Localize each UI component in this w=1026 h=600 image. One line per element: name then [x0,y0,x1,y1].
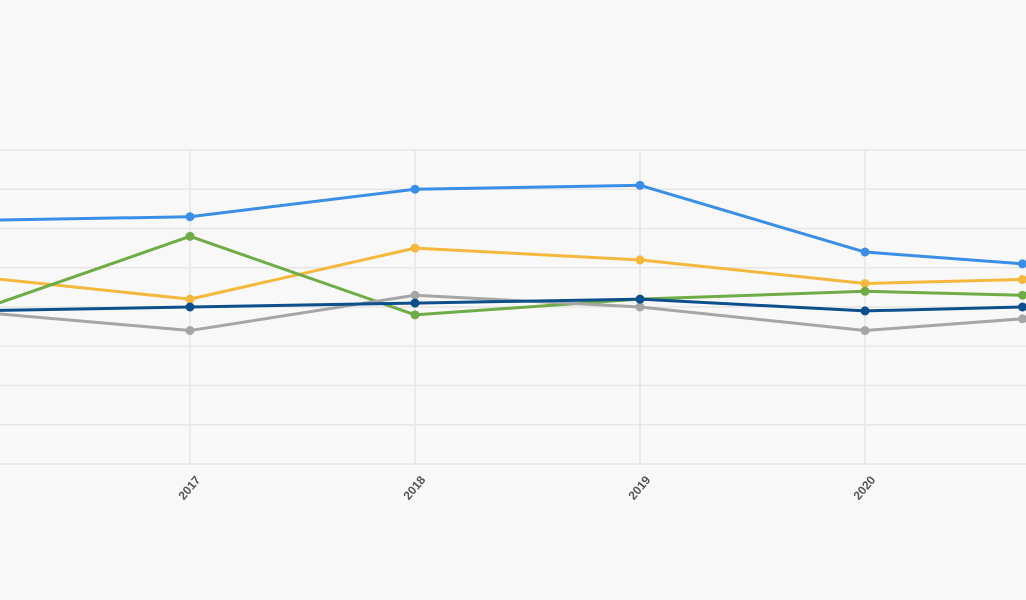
series-1-point[interactable] [860,247,870,257]
series-4-point[interactable] [185,326,195,336]
series-3-point[interactable] [185,231,195,241]
series-2-point[interactable] [1018,275,1026,285]
series-2-point[interactable] [860,278,870,288]
series-1-point[interactable] [185,212,195,222]
x-tick-label: 2018 [400,473,428,503]
series-1-point[interactable] [410,184,420,194]
series-4-point[interactable] [635,302,645,312]
series-2-point[interactable] [410,243,420,253]
x-tick-label: 2017 [175,473,203,503]
series-5-point[interactable] [635,294,645,304]
series-3-point[interactable] [860,286,870,296]
series-4-point[interactable] [860,326,870,336]
x-axis-tick-labels: 2017 2018 2019 2020 [175,473,878,503]
series-2-point[interactable] [635,255,645,265]
series-3-point[interactable] [410,310,420,320]
x-tick-label: 2020 [850,473,878,503]
series-4-point[interactable] [1018,314,1026,324]
series-lines [0,183,1024,333]
series-4-point[interactable] [410,290,420,300]
series-1-point[interactable] [1018,259,1026,269]
series-line-1 [0,183,1024,266]
series-line-2 [0,246,1024,301]
series-line-5 [0,297,1024,313]
series-5-point[interactable] [1018,302,1026,312]
series-2-point[interactable] [185,294,195,304]
series-5-point[interactable] [860,306,870,316]
series-line-3 [0,234,1024,317]
series-5-point[interactable] [185,302,195,312]
x-tick-label: 2019 [625,473,653,503]
series-points [185,180,1026,336]
series-5-point[interactable] [410,298,420,308]
series-3-point[interactable] [1018,290,1026,300]
series-1-point[interactable] [635,180,645,190]
